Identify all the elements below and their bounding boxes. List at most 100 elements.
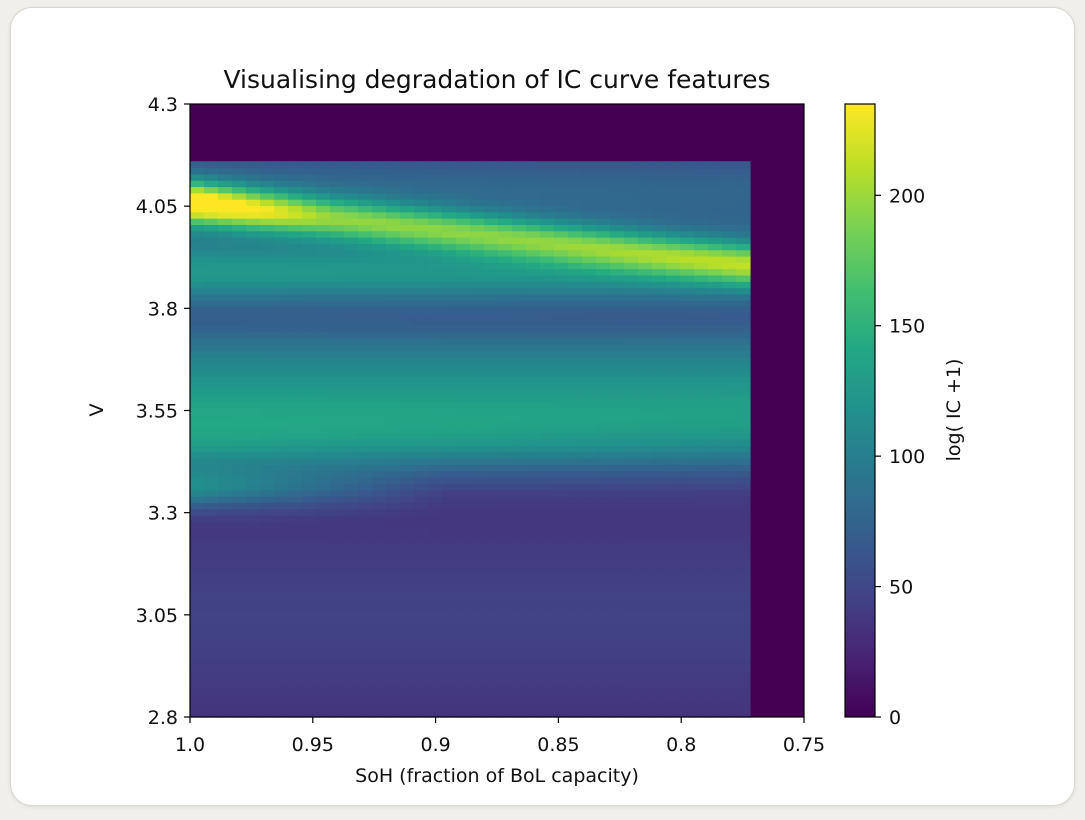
heatmap-cell <box>623 344 639 352</box>
heatmap-cell <box>707 426 723 434</box>
heatmap-cell <box>371 249 387 257</box>
heatmap-cell <box>399 413 415 421</box>
heatmap-cell <box>246 609 261 617</box>
heatmap-cell <box>553 514 569 522</box>
heatmap-cell <box>637 540 653 548</box>
heatmap-cell <box>581 211 597 219</box>
heatmap-cell <box>623 338 639 345</box>
heatmap-cell <box>246 584 261 592</box>
heatmap-cell <box>609 571 625 579</box>
heatmap-cell <box>721 489 737 497</box>
heatmap-cell <box>246 439 261 447</box>
heatmap-cell <box>525 483 541 491</box>
heatmap-cell <box>218 218 233 225</box>
heatmap-cell <box>525 559 541 567</box>
heatmap-cell <box>721 325 737 333</box>
heatmap-cell <box>260 268 275 276</box>
heatmap-cell <box>385 205 401 213</box>
heatmap-cell <box>315 477 331 484</box>
heatmap-cell <box>525 502 541 510</box>
heatmap-cell <box>385 679 401 687</box>
heatmap-cell <box>274 660 289 668</box>
heatmap-cell <box>287 514 303 522</box>
heatmap-cell <box>609 622 625 630</box>
heatmap-cell <box>343 502 359 510</box>
heatmap-cell <box>301 357 317 364</box>
heatmap-cell <box>525 218 541 225</box>
heatmap-cell <box>287 420 303 428</box>
heatmap-cell <box>693 426 709 434</box>
heatmap-cell <box>287 495 303 503</box>
heatmap-cell <box>204 445 219 453</box>
heatmap-cell <box>637 685 653 693</box>
heatmap-cell <box>413 420 429 428</box>
heatmap-cell <box>511 325 527 333</box>
heatmap-cell <box>567 502 583 510</box>
heatmap-cell <box>427 173 443 181</box>
heatmap-cell <box>567 274 583 282</box>
heatmap-cell <box>721 230 737 238</box>
heatmap-cell <box>357 458 373 465</box>
heatmap-cell <box>455 287 471 295</box>
heatmap-cell <box>525 533 541 541</box>
heatmap-cell <box>665 300 681 308</box>
heatmap-cell <box>595 161 611 169</box>
heatmap-cell <box>343 489 359 497</box>
heatmap-cell <box>553 268 569 276</box>
heatmap-cell <box>693 432 709 440</box>
heatmap-cell <box>287 502 303 510</box>
heatmap-cell <box>595 394 611 402</box>
heatmap-cell <box>204 597 219 604</box>
heatmap-cell <box>581 401 597 409</box>
heatmap-cell <box>441 268 457 276</box>
heatmap-cell <box>665 615 681 623</box>
heatmap-cell <box>539 514 555 522</box>
heatmap-cell <box>385 312 401 320</box>
heatmap-cell <box>427 230 443 238</box>
heatmap-cell <box>497 199 513 207</box>
heatmap-cell <box>665 622 681 630</box>
heatmap-cell <box>609 407 625 415</box>
heatmap-cell <box>553 426 569 434</box>
heatmap-cell <box>595 167 611 175</box>
heatmap-cell <box>274 590 289 598</box>
heatmap-cell <box>595 590 611 598</box>
heatmap-cell <box>357 477 373 484</box>
heatmap-cell <box>525 710 541 718</box>
heatmap-cell <box>679 306 695 314</box>
heatmap-cell <box>329 287 345 295</box>
heatmap-cell <box>343 363 359 371</box>
heatmap-cell <box>371 672 387 680</box>
heatmap-cell <box>469 268 485 276</box>
heatmap-cell <box>721 521 737 529</box>
heatmap-cell <box>553 451 569 459</box>
heatmap-cell <box>609 205 625 213</box>
heatmap-cell <box>329 597 345 604</box>
heatmap-cell <box>315 559 331 567</box>
heatmap-cell <box>399 622 415 630</box>
heatmap-cell <box>329 483 345 491</box>
heatmap-cell <box>232 698 247 705</box>
heatmap-cell <box>567 483 583 491</box>
heatmap-cell <box>721 704 737 712</box>
heatmap-cell <box>371 691 387 699</box>
heatmap-cell <box>735 186 751 194</box>
heatmap-cell <box>567 514 583 522</box>
heatmap-cell <box>721 546 737 554</box>
heatmap-cell <box>427 287 443 295</box>
heatmap-cell <box>385 710 401 718</box>
heatmap-cell <box>665 325 681 333</box>
heatmap-cell <box>511 691 527 699</box>
heatmap-cell <box>567 615 583 623</box>
heatmap-cell <box>595 319 611 327</box>
heatmap-cell <box>483 300 499 308</box>
heatmap-cell <box>525 603 541 611</box>
heatmap-cell <box>232 357 247 364</box>
heatmap-cell <box>399 344 415 352</box>
heatmap-cell <box>567 401 583 409</box>
heatmap-cell <box>497 477 513 484</box>
heatmap-cell <box>511 634 527 642</box>
heatmap-cell <box>525 527 541 535</box>
heatmap-cell <box>232 603 247 611</box>
heatmap-cell <box>399 527 415 535</box>
